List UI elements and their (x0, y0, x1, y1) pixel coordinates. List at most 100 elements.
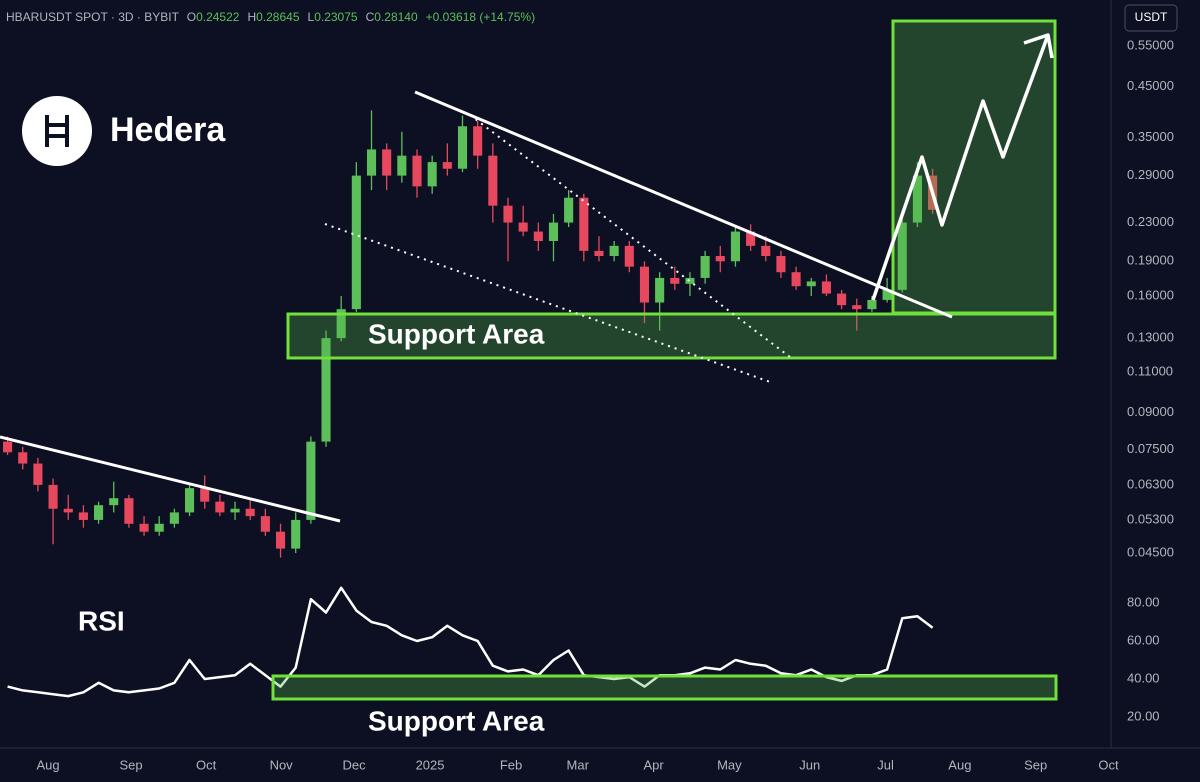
currency[interactable]: USDT (1135, 10, 1168, 24)
candle-body (351, 175, 361, 310)
candle-body (670, 277, 680, 284)
candle-body (48, 484, 58, 509)
x-tick-label: Oct (1098, 757, 1119, 772)
plot-area: 0.55000 0.45000 0.35000 0.29000 0.23000 0.190… (3, 37, 1174, 772)
candle-body (382, 149, 392, 176)
candle-body (867, 299, 877, 310)
candle-body (806, 281, 816, 287)
candle-body (609, 245, 619, 257)
x-tick-label: 2025 (416, 757, 445, 772)
candle-body (109, 498, 119, 506)
stat-label: H (247, 10, 256, 24)
stat-value: 0.23075 (314, 10, 358, 24)
x-tick-label: Jul (877, 757, 894, 772)
candle-body (882, 289, 892, 300)
x-tick-label: Mar (567, 757, 590, 772)
annotation: Support Area (368, 318, 545, 349)
logo-glyph (45, 115, 69, 147)
candle-body (912, 175, 922, 223)
trendline (414, 90, 953, 319)
rsi-title: RSI (78, 605, 125, 636)
candle-body (624, 245, 634, 267)
candle-body (412, 155, 422, 187)
candle-body (291, 519, 301, 549)
header: HBARUSDT SPOT · 3D · BYBIT O0.24522 H0.286… (6, 10, 535, 24)
stat-label: C (366, 10, 375, 24)
stat-value: 0.24522 (196, 10, 240, 24)
candle-body (897, 222, 907, 290)
candle-body (685, 277, 695, 284)
candle-body (169, 512, 179, 524)
rsi-line (7, 586, 934, 698)
x-tick-label: Aug (36, 757, 59, 772)
y-tick-label: 0.07500 (1127, 441, 1174, 456)
candle-body (336, 309, 346, 339)
x-tick-label: Oct (196, 757, 217, 772)
candle-body (366, 149, 377, 176)
candle-body (730, 231, 740, 262)
candle-body (306, 441, 316, 520)
y-tick-label: 0.55000 (1127, 37, 1174, 52)
candle-body (321, 338, 331, 442)
x-tick-label: Dec (343, 757, 367, 772)
x-tick-label: May (717, 757, 742, 772)
candle-body (3, 441, 13, 453)
candle-body (837, 293, 847, 306)
symbol: HBARUSDT SPOT · 3D · BYBIT (6, 10, 180, 24)
candle-body (442, 162, 452, 169)
x-tick-label: Sep (119, 757, 142, 772)
candle-body (245, 508, 255, 517)
projection-arrow (871, 34, 1050, 301)
candle-body (700, 256, 710, 278)
y-tick-label: 0.35000 (1127, 129, 1174, 144)
y-tick-label: 0.19000 (1127, 253, 1174, 268)
candle-body (533, 231, 543, 241)
candle-body (215, 501, 225, 513)
y-tick-label: 0.09000 (1127, 404, 1174, 419)
stat-label: O (187, 10, 196, 24)
y-tick-label: 0.16000 (1127, 288, 1174, 303)
candle-body (761, 245, 771, 257)
candle-body (715, 256, 725, 262)
x-tick-label: Apr (643, 757, 664, 772)
candle-body (260, 516, 270, 532)
candle-body (821, 281, 831, 294)
y-tick-label: 0.45000 (1127, 78, 1174, 93)
y-tick-label: 0.23000 (1127, 214, 1174, 229)
logo-text: Hedera (110, 111, 226, 149)
y-tick-label: 40.00 (1127, 670, 1160, 685)
candle-body (200, 488, 210, 502)
x-tick-label: Aug (948, 757, 971, 772)
candle-body (33, 463, 43, 485)
y-tick-label: 60.00 (1127, 632, 1160, 647)
candle-body (427, 162, 437, 187)
stat-value: 0.28645 (256, 10, 300, 24)
candle-body (139, 523, 149, 532)
candle-body (185, 488, 195, 513)
stat-label: L (308, 10, 315, 24)
annotation: Support Area (368, 705, 545, 736)
candle-body (791, 272, 801, 287)
candle-body (230, 508, 240, 513)
rsi-support-box (271, 674, 1058, 701)
trendline (0, 435, 341, 523)
candle-body (124, 498, 134, 524)
x-tick-label: Feb (500, 757, 522, 772)
candle-body (518, 222, 528, 232)
y-tick-label: 80.00 (1127, 594, 1160, 609)
currency-box[interactable] (1124, 4, 1178, 32)
candle-body (397, 155, 407, 176)
candle-body (18, 452, 28, 464)
candle-body (776, 256, 786, 273)
candle-body (639, 266, 650, 303)
candle-body (579, 197, 589, 251)
x-tick-label: Jun (799, 757, 820, 772)
candle-body (63, 508, 73, 513)
y-tick-label: 0.05300 (1127, 511, 1174, 526)
candle-body (94, 505, 104, 520)
candle-body (78, 512, 88, 520)
candle-body (548, 222, 559, 241)
y-tick-label: 0.06300 (1127, 476, 1174, 491)
